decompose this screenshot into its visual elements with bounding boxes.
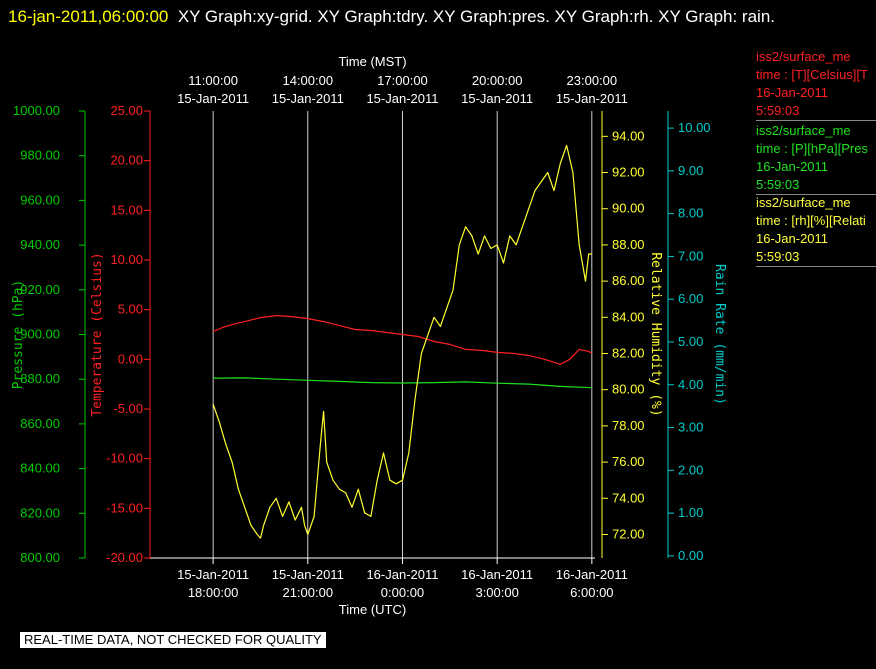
chart-title: 16-jan-2011,06:00:00 XY Graph:xy-grid. X… <box>8 2 858 32</box>
rh-axis-label: Relative Humidity (%) <box>648 252 663 416</box>
top-tick-label: 23:00:00 <box>567 73 618 88</box>
legend-line2: time : [rh][%][Relati <box>756 213 866 228</box>
legend-line3: 16-Jan-2011 <box>756 159 829 174</box>
pres-tick-label: 1000.00 <box>13 103 60 118</box>
pres-tick-label: 980.00 <box>20 148 60 163</box>
bottom-tick-label: 21:00:00 <box>282 585 333 600</box>
rain-tick-label: 8.00 <box>678 206 703 221</box>
tdry-series-line <box>212 315 593 365</box>
rh-tick-label: 84.00 <box>612 309 645 324</box>
quality-notice: REAL-TIME DATA, NOT CHECKED FOR QUALITY <box>20 632 326 648</box>
top-tick-label: 15-Jan-2011 <box>556 91 628 106</box>
timestamp: 16-jan-2011,06:00:00 <box>8 7 169 26</box>
bottom-axis-label: Time (UTC) <box>339 602 406 617</box>
rain-tick-label: 3.00 <box>678 420 703 435</box>
rh-tick-label: 88.00 <box>612 237 645 252</box>
top-tick-label: 15-Jan-2011 <box>461 91 533 106</box>
pres-tick-label: 900.00 <box>20 327 60 342</box>
legend-line3: 16-Jan-2011 <box>756 231 829 246</box>
top-tick-label: 17:00:00 <box>377 73 428 88</box>
rh-tick-label: 80.00 <box>612 382 645 397</box>
rain-tick-label: 5.00 <box>678 334 703 349</box>
rain-tick-label: 0.00 <box>678 548 703 563</box>
tdry-tick-label: 25.00 <box>110 103 143 118</box>
legend-line4: 5:59:03 <box>756 248 876 267</box>
tdry-tick-label: 10.00 <box>110 252 143 267</box>
legend-entry-humidity: iss2/surface_me time : [rh][%][Relati 16… <box>756 194 876 267</box>
tdry-axis-label: Temperature (Celsius) <box>90 252 105 416</box>
pres-tick-label: 860.00 <box>20 416 60 431</box>
tdry-tick-label: 20.00 <box>110 153 143 168</box>
tdry-tick-label: -15.00 <box>106 500 143 515</box>
rh-tick-label: 78.00 <box>612 418 645 433</box>
tdry-tick-label: 5.00 <box>118 302 143 317</box>
pres-tick-label: 880.00 <box>20 371 60 386</box>
bottom-tick-label: 15-Jan-2011 <box>177 567 249 582</box>
rh-tick-label: 74.00 <box>612 490 645 505</box>
legend-line4: 5:59:03 <box>756 176 876 195</box>
bottom-tick-label: 18:00:00 <box>188 585 239 600</box>
top-tick-label: 14:00:00 <box>282 73 333 88</box>
rh-tick-label: 72.00 <box>612 526 645 541</box>
rh-tick-label: 90.00 <box>612 201 645 216</box>
pres-tick-label: 820.00 <box>20 505 60 520</box>
rh-series-line <box>212 144 592 539</box>
rh-tick-label: 94.00 <box>612 128 645 143</box>
tdry-tick-label: 0.00 <box>118 351 143 366</box>
top-axis-label: Time (MST) <box>338 54 406 69</box>
pres-tick-label: 800.00 <box>20 550 60 565</box>
legend-line2: time : [P][hPa][Pres <box>756 141 868 156</box>
pres-tick-label: 920.00 <box>20 282 60 297</box>
tdry-tick-label: -20.00 <box>106 550 143 565</box>
rh-tick-label: 82.00 <box>612 346 645 361</box>
rh-tick-label: 92.00 <box>612 165 645 180</box>
legend-line3: 16-Jan-2011 <box>756 85 829 100</box>
legend-line1: iss2/surface_me <box>756 123 851 138</box>
rain-tick-label: 1.00 <box>678 505 703 520</box>
rain-tick-label: 6.00 <box>678 291 703 306</box>
graph-list: XY Graph:xy-grid. XY Graph:tdry. XY Grap… <box>177 7 776 26</box>
tdry-tick-label: 15.00 <box>110 202 143 217</box>
rain-tick-label: 10.00 <box>678 120 711 135</box>
bottom-tick-label: 3:00:00 <box>475 585 518 600</box>
tdry-tick-label: -5.00 <box>113 401 143 416</box>
pres-tick-label: 940.00 <box>20 237 60 252</box>
pres-series-line <box>213 377 592 389</box>
legend-entry-pressure: iss2/surface_me time : [P][hPa][Pres 16-… <box>756 122 876 195</box>
bottom-tick-label: 0:00:00 <box>381 585 424 600</box>
bottom-tick-label: 15-Jan-2011 <box>272 567 344 582</box>
legend-line1: iss2/surface_me <box>756 195 851 210</box>
rain-tick-label: 2.00 <box>678 462 703 477</box>
rain-tick-label: 4.00 <box>678 377 703 392</box>
pres-axis-label: Pressure (hPa) <box>11 280 26 390</box>
rain-tick-label: 9.00 <box>678 163 703 178</box>
top-tick-label: 15-Jan-2011 <box>272 91 344 106</box>
bottom-tick-label: 16-Jan-2011 <box>556 567 628 582</box>
tdry-tick-label: -10.00 <box>106 451 143 466</box>
top-tick-label: 11:00:00 <box>188 73 238 88</box>
legend-line1: iss2/surface_me <box>756 49 851 64</box>
pres-tick-label: 960.00 <box>20 192 60 207</box>
rh-tick-label: 86.00 <box>612 273 645 288</box>
legend-line2: time : [T][Celsius][T <box>756 67 868 82</box>
bottom-tick-label: 16-Jan-2011 <box>461 567 533 582</box>
legend-entry-temperature: iss2/surface_me time : [T][Celsius][T 16… <box>756 48 876 121</box>
top-tick-label: 15-Jan-2011 <box>366 91 438 106</box>
bottom-tick-label: 6:00:00 <box>570 585 613 600</box>
bottom-tick-label: 16-Jan-2011 <box>366 567 438 582</box>
rh-tick-label: 76.00 <box>612 454 645 469</box>
top-tick-label: 15-Jan-2011 <box>177 91 249 106</box>
top-tick-label: 20:00:00 <box>472 73 523 88</box>
legend-line4: 5:59:03 <box>756 102 876 121</box>
pres-tick-label: 840.00 <box>20 461 60 476</box>
rain-axis-label: Rain Rate (mm/min) <box>712 264 727 405</box>
rain-tick-label: 7.00 <box>678 248 703 263</box>
